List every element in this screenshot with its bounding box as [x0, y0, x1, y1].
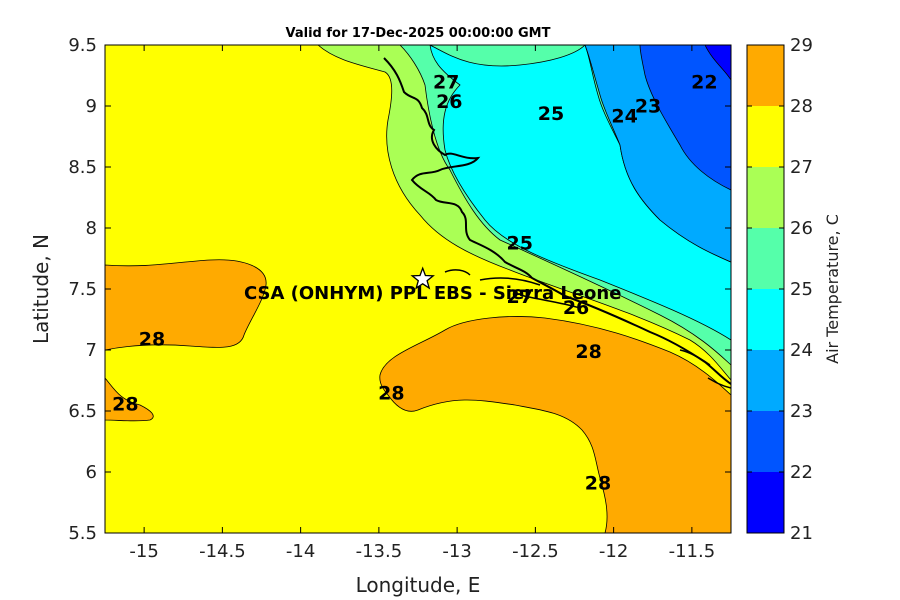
colorbar-segment [747, 106, 784, 167]
colorbar-tick-label: 25 [790, 279, 813, 300]
y-axis-label: Latitude, N [29, 234, 53, 344]
y-tick-label: 6.5 [68, 401, 97, 422]
colorbar-tick-label: 26 [790, 218, 813, 239]
colorbar-segment [747, 289, 784, 350]
x-axis-ticks: -15 -14.5 -14 -13.5 -13 -12.5 -12 -11.5 [129, 45, 715, 562]
y-axis-ticks: 5.5 6 6.5 7 7.5 8 8.5 9 9.5 [68, 35, 731, 544]
region-28-southwest [105, 377, 154, 422]
colorbar-segment [747, 167, 784, 228]
colorbar-tick-label: 29 [790, 35, 813, 56]
contour-label: 23 [635, 96, 661, 118]
contour-label: 27 [506, 286, 532, 308]
colorbar-tick-label: 22 [790, 462, 813, 483]
x-tick-label: -13.5 [356, 541, 403, 562]
colorbar-tick-label: 23 [790, 401, 813, 422]
region-21-22 [704, 45, 731, 81]
contour-label: 22 [691, 71, 717, 93]
x-tick-label: -13 [442, 541, 471, 562]
star-icon [410, 266, 435, 290]
map-title: Valid for 17-Dec-2025 00:00:00 GMT [286, 26, 551, 41]
contour-label: 26 [563, 297, 589, 319]
contour-label: 27 [433, 71, 459, 93]
y-tick-label: 7.5 [68, 279, 97, 300]
contour-label: 26 [436, 91, 462, 113]
colorbar-tick-label: 27 [790, 157, 813, 178]
contour-label: 28 [139, 329, 165, 351]
colorbar-tick-label: 24 [790, 340, 813, 361]
coastline-islands [444, 269, 731, 389]
x-tick-label: -11.5 [669, 541, 716, 562]
colorbar: 21 22 23 24 25 26 27 28 29 [746, 35, 813, 544]
colorbar-segment [747, 45, 784, 106]
y-tick-label: 7 [86, 340, 97, 361]
y-tick-label: 9.5 [68, 35, 97, 56]
x-tick-label: -14.5 [199, 541, 246, 562]
x-tick-label: -12.5 [512, 541, 559, 562]
y-tick-label: 8.5 [68, 157, 97, 178]
colorbar-tick-label: 28 [790, 96, 813, 117]
x-tick-label: -14 [286, 541, 315, 562]
x-tick-label: -12 [599, 541, 628, 562]
region-28-west [105, 259, 267, 351]
contour-label: 28 [575, 341, 601, 363]
region-22-23 [639, 45, 731, 191]
contour-label: 24 [611, 105, 637, 127]
colorbar-tick-label: 21 [790, 523, 813, 544]
colorbar-label: Air Temperature, C [823, 214, 842, 364]
x-tick-label: -15 [129, 541, 158, 562]
x-axis-label: Longitude, E [356, 573, 481, 597]
contour-label: 25 [506, 232, 532, 254]
coastline [383, 57, 731, 385]
contour-label: 28 [378, 382, 404, 404]
contour-label: 28 [112, 393, 138, 415]
site-marker: CSA (ONHYM) PPL EBS - Sierra Leone [244, 266, 621, 304]
site-label: CSA (ONHYM) PPL EBS - Sierra Leone [244, 283, 621, 304]
y-tick-label: 6 [86, 462, 97, 483]
colorbar-segment [747, 228, 784, 289]
contour-label: 25 [538, 103, 564, 125]
colorbar-segment [747, 472, 784, 533]
colorbar-segment [747, 350, 784, 411]
y-tick-label: 9 [86, 96, 97, 117]
colorbar-segment [747, 411, 784, 472]
region-28-south [379, 316, 731, 533]
contour-label: 28 [585, 473, 611, 495]
y-tick-label: 5.5 [68, 523, 97, 544]
y-tick-label: 8 [86, 218, 97, 239]
